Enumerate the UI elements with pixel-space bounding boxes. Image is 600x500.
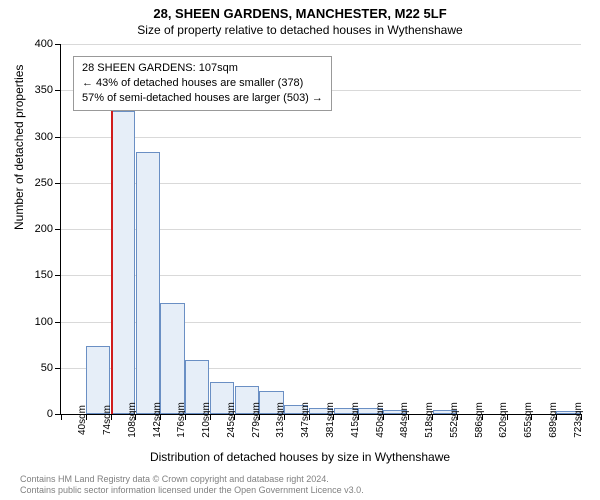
- grid-line: [61, 44, 581, 45]
- y-tick-label: 400: [35, 38, 53, 50]
- y-tick-label: 200: [35, 223, 53, 235]
- legend-line-3: 57% of semi-detached houses are larger (…: [82, 91, 323, 106]
- x-tick: [185, 414, 186, 420]
- y-tick-label: 350: [35, 84, 53, 96]
- plot-area: 05010015020025030035040040sqm74sqm108sqm…: [60, 44, 581, 415]
- x-tick: [408, 414, 409, 420]
- y-tick-label: 250: [35, 177, 53, 189]
- y-tick-label: 50: [41, 362, 53, 374]
- footer-text: Contains HM Land Registry data © Crown c…: [20, 474, 364, 497]
- x-tick: [111, 414, 112, 420]
- x-tick: [457, 414, 458, 420]
- x-tick-label: 518sqm: [424, 402, 435, 438]
- x-tick: [135, 414, 136, 420]
- grid-line: [61, 137, 581, 138]
- y-tick: [55, 183, 61, 184]
- x-tick: [507, 414, 508, 420]
- x-tick: [259, 414, 260, 420]
- x-tick: [556, 414, 557, 420]
- legend-line-1: 28 SHEEN GARDENS: 107sqm: [82, 61, 323, 76]
- histogram-bar: [160, 303, 184, 414]
- x-tick: [383, 414, 384, 420]
- y-tick: [55, 322, 61, 323]
- y-axis-title: Number of detached properties: [12, 65, 26, 230]
- property-marker-line: [111, 87, 113, 414]
- x-tick: [210, 414, 211, 420]
- legend-box: 28 SHEEN GARDENS: 107sqm ← 43% of detach…: [73, 56, 332, 111]
- x-tick: [333, 414, 334, 420]
- x-tick-label: 620sqm: [498, 402, 509, 438]
- x-tick: [61, 414, 62, 420]
- x-tick-label: 552sqm: [449, 402, 460, 438]
- x-tick: [581, 414, 582, 420]
- histogram-chart: 28, SHEEN GARDENS, MANCHESTER, M22 5LF S…: [0, 0, 600, 500]
- y-tick: [55, 137, 61, 138]
- histogram-bar: [86, 346, 110, 414]
- chart-title-main: 28, SHEEN GARDENS, MANCHESTER, M22 5LF: [0, 0, 600, 21]
- x-tick: [482, 414, 483, 420]
- x-axis-title: Distribution of detached houses by size …: [0, 450, 600, 464]
- x-tick-label: 484sqm: [399, 402, 410, 438]
- x-tick: [160, 414, 161, 420]
- histogram-bar: [136, 152, 160, 414]
- x-tick: [358, 414, 359, 420]
- y-tick: [55, 90, 61, 91]
- y-tick: [55, 275, 61, 276]
- x-tick: [234, 414, 235, 420]
- x-tick-label: 586sqm: [474, 402, 485, 438]
- chart-title-sub: Size of property relative to detached ho…: [0, 21, 600, 37]
- y-tick-label: 100: [35, 316, 53, 328]
- x-tick-label: 723sqm: [573, 402, 584, 438]
- y-tick-label: 0: [47, 408, 53, 420]
- x-tick: [531, 414, 532, 420]
- y-tick-label: 150: [35, 269, 53, 281]
- x-tick-label: 450sqm: [375, 402, 386, 438]
- y-tick: [55, 229, 61, 230]
- footer-line-1: Contains HM Land Registry data © Crown c…: [20, 474, 364, 485]
- x-tick: [432, 414, 433, 420]
- histogram-bar: [111, 111, 135, 414]
- legend-line-2: ← 43% of detached houses are smaller (37…: [82, 76, 323, 91]
- footer-line-2: Contains public sector information licen…: [20, 485, 364, 496]
- y-tick: [55, 368, 61, 369]
- x-tick: [284, 414, 285, 420]
- x-tick-label: 655sqm: [523, 402, 534, 438]
- y-tick-label: 300: [35, 131, 53, 143]
- x-tick: [86, 414, 87, 420]
- y-tick: [55, 44, 61, 45]
- x-tick: [309, 414, 310, 420]
- x-tick-label: 689sqm: [548, 402, 559, 438]
